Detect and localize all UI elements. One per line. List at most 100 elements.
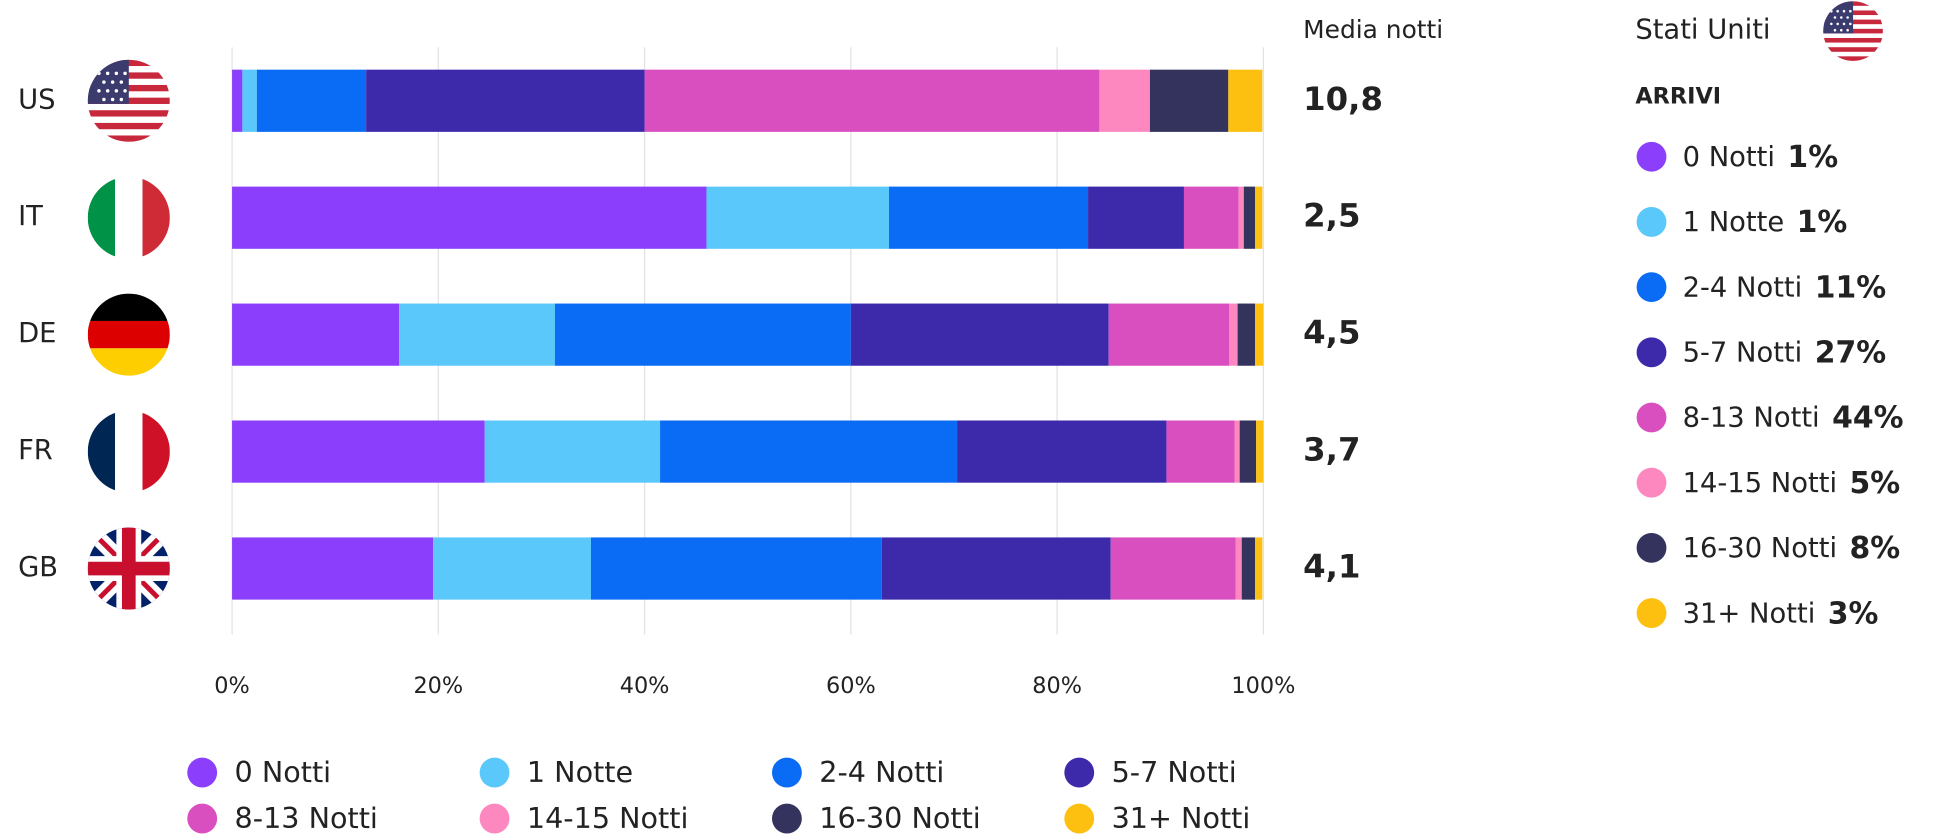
average-label: 3,7 <box>1303 431 1360 469</box>
bar-segment <box>1235 537 1242 600</box>
panel-item-name: 14-15 Notti <box>1683 467 1837 498</box>
legend-label: 14-15 Notti <box>527 801 689 835</box>
legend-label: 1 Notte <box>527 755 633 789</box>
flag <box>88 60 170 142</box>
bar-segment <box>850 303 1109 366</box>
legend-marker <box>1064 803 1095 834</box>
bar-segment <box>1255 186 1263 249</box>
flag <box>88 411 170 493</box>
bar-segment <box>590 537 882 600</box>
bar-segment <box>1234 420 1240 483</box>
panel-item: 14-15 Notti 5% <box>1683 465 1901 500</box>
bar-segment <box>1088 186 1184 249</box>
panel-item-value: 5% <box>1850 465 1901 500</box>
average-title: Media notti <box>1303 15 1443 44</box>
bar-segment <box>660 420 958 483</box>
panel-item-name: 8-13 Notti <box>1683 402 1820 433</box>
average-label: 2,5 <box>1303 197 1360 235</box>
bar-segment <box>889 186 1089 249</box>
panel-item-value: 44% <box>1832 400 1903 435</box>
bar-segment <box>484 420 661 483</box>
bar-segment <box>433 537 591 600</box>
average-label: 4,1 <box>1303 548 1360 586</box>
average-label: 10,8 <box>1303 80 1383 118</box>
bar-segment <box>706 186 890 249</box>
bar-segment <box>1183 186 1239 249</box>
bar-segment <box>1099 69 1150 132</box>
legend-marker <box>1064 757 1095 788</box>
panel-item-value: 8% <box>1850 531 1901 566</box>
panel-heading: ARRIVI <box>1635 84 1721 110</box>
y-tick-label: GB <box>18 552 58 583</box>
panel-item: 1 Notte 1% <box>1683 205 1848 240</box>
y-tick-label: US <box>18 84 55 115</box>
panel-item-value: 1% <box>1797 205 1848 240</box>
panel-item-name: 2-4 Notti <box>1683 272 1803 303</box>
legend-label: 0 Notti <box>235 755 332 789</box>
legend-label: 2-4 Notti <box>819 755 944 789</box>
bar-segment <box>232 186 707 249</box>
bar-segment <box>1255 303 1264 366</box>
bar-segment <box>232 537 434 600</box>
bar-segment <box>554 303 851 366</box>
bar-segment <box>1243 186 1256 249</box>
bar-segment <box>1228 69 1263 132</box>
bar-segment <box>399 303 555 366</box>
legend-label: 16-30 Notti <box>819 801 981 835</box>
flag <box>88 527 170 609</box>
y-tick-label: IT <box>18 201 43 232</box>
flag <box>88 294 170 376</box>
bar-segment <box>232 69 243 132</box>
x-tick-label: 20% <box>413 673 463 699</box>
bar-segment <box>1149 69 1229 132</box>
average-label: 4,5 <box>1303 314 1360 352</box>
panel-item-name: 5-7 Notti <box>1683 337 1803 368</box>
panel-item: 0 Notti 1% <box>1683 139 1838 174</box>
panel-item: 5-7 Notti 27% <box>1683 335 1887 370</box>
bar-segment <box>1237 303 1256 366</box>
bar-segment <box>881 537 1111 600</box>
legend-marker <box>771 803 802 834</box>
bar-segment <box>1241 537 1256 600</box>
bar-segment <box>1229 303 1238 366</box>
panel-marker <box>1636 467 1667 498</box>
bar-segment <box>232 303 400 366</box>
bar-segment <box>242 69 257 132</box>
legend-marker <box>187 757 218 788</box>
panel-item: 16-30 Notti 8% <box>1683 531 1901 566</box>
panel-marker <box>1636 272 1667 303</box>
bar-segment <box>1239 420 1257 483</box>
panel-item-name: 16-30 Notti <box>1683 533 1837 564</box>
legend-marker <box>771 757 802 788</box>
bar-segment <box>256 69 367 132</box>
panel-item-value: 1% <box>1787 139 1838 174</box>
panel-item-name: 31+ Notti <box>1683 598 1816 629</box>
panel-marker <box>1636 532 1667 563</box>
bar-segment <box>366 69 645 132</box>
panel-marker <box>1636 598 1667 628</box>
bar-segment <box>1108 303 1230 366</box>
panel-marker <box>1636 207 1667 237</box>
bar-segment <box>1255 537 1263 600</box>
bar-segment <box>1166 420 1235 483</box>
bar-segment <box>1238 186 1244 249</box>
legend-marker <box>187 803 218 834</box>
x-tick-label: 80% <box>1032 673 1082 699</box>
y-tick-label: FR <box>18 435 53 466</box>
panel-item: 8-13 Notti 44% <box>1683 400 1904 435</box>
legend-label: 8-13 Notti <box>235 801 378 835</box>
legend-marker <box>479 757 510 788</box>
bar-segment <box>1110 537 1236 600</box>
panel-marker <box>1636 337 1667 368</box>
panel-item-name: 1 Notte <box>1683 207 1785 238</box>
bar-segment <box>644 69 1100 132</box>
x-tick-label: 100% <box>1231 673 1295 699</box>
legend-label: 5-7 Notti <box>1112 755 1237 789</box>
panel-item-value: 11% <box>1815 270 1886 305</box>
x-tick-label: 60% <box>826 673 876 699</box>
bar-segment <box>1256 420 1264 483</box>
bar-segment <box>957 420 1167 483</box>
legend-marker <box>479 803 510 834</box>
panel-title: Stati Uniti <box>1635 15 1770 46</box>
